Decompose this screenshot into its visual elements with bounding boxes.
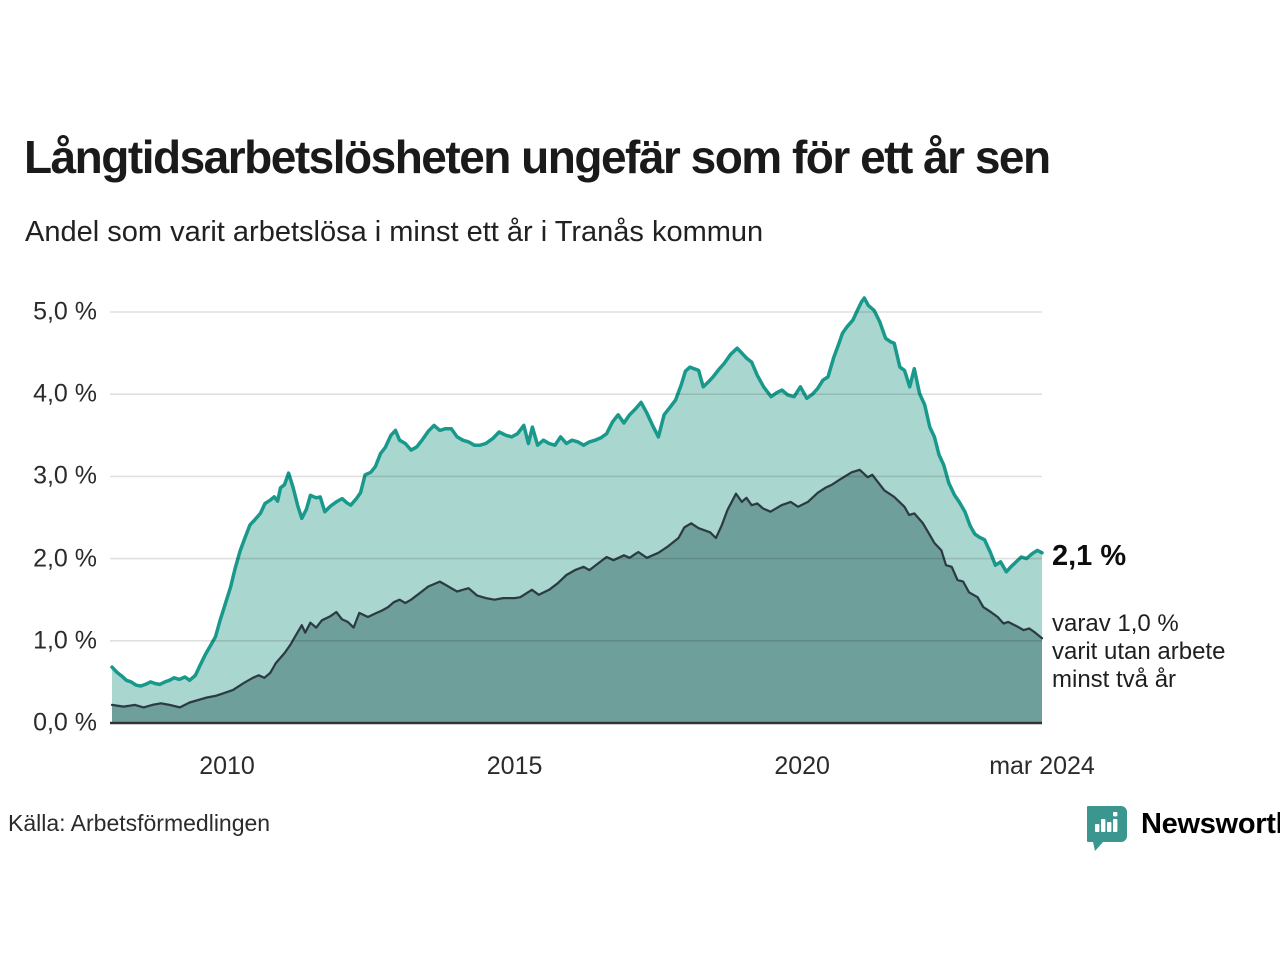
annotation-line: varit utan arbete: [1052, 638, 1226, 665]
y-tick-label: 3,0 %: [33, 461, 97, 490]
annotation-line: varav 1,0 %: [1052, 610, 1179, 637]
newsworthy-bubble-icon: [1087, 806, 1127, 851]
source-attribution: Källa: Arbetsförmedlingen: [8, 810, 271, 836]
latest-value-label: 2,1 %: [1052, 540, 1127, 572]
x-tick-label: 2010: [199, 752, 255, 780]
newsworthy-logo: Newsworthy: [1087, 804, 1280, 852]
page-title: Långtidsarbetslösheten ungefär som för e…: [24, 131, 1051, 183]
latest-secondary-annotation: varav 1,0 % varit utan arbete minst två …: [1052, 610, 1225, 694]
x-tick-label: 2015: [486, 752, 543, 780]
x-tick-label: 2020: [774, 752, 830, 780]
x-tick-label: mar 2024: [989, 752, 1095, 780]
y-tick-label: 2,0 %: [33, 544, 97, 573]
y-tick-label: 5,0 %: [33, 297, 97, 326]
y-tick-label: 4,0 %: [33, 379, 97, 408]
y-tick-label: 1,0 %: [33, 626, 97, 655]
area-series-2: [112, 469, 1042, 723]
annotation-line: minst två år: [1052, 666, 1177, 693]
page-subtitle: Andel som varit arbetslösa i minst ett å…: [25, 216, 764, 248]
y-tick-label: 0,0 %: [33, 708, 97, 737]
line-series-1: [110, 296, 1044, 688]
newsworthy-wordmark: Newsworthy: [1141, 808, 1280, 840]
line-series-2: [110, 468, 1044, 709]
